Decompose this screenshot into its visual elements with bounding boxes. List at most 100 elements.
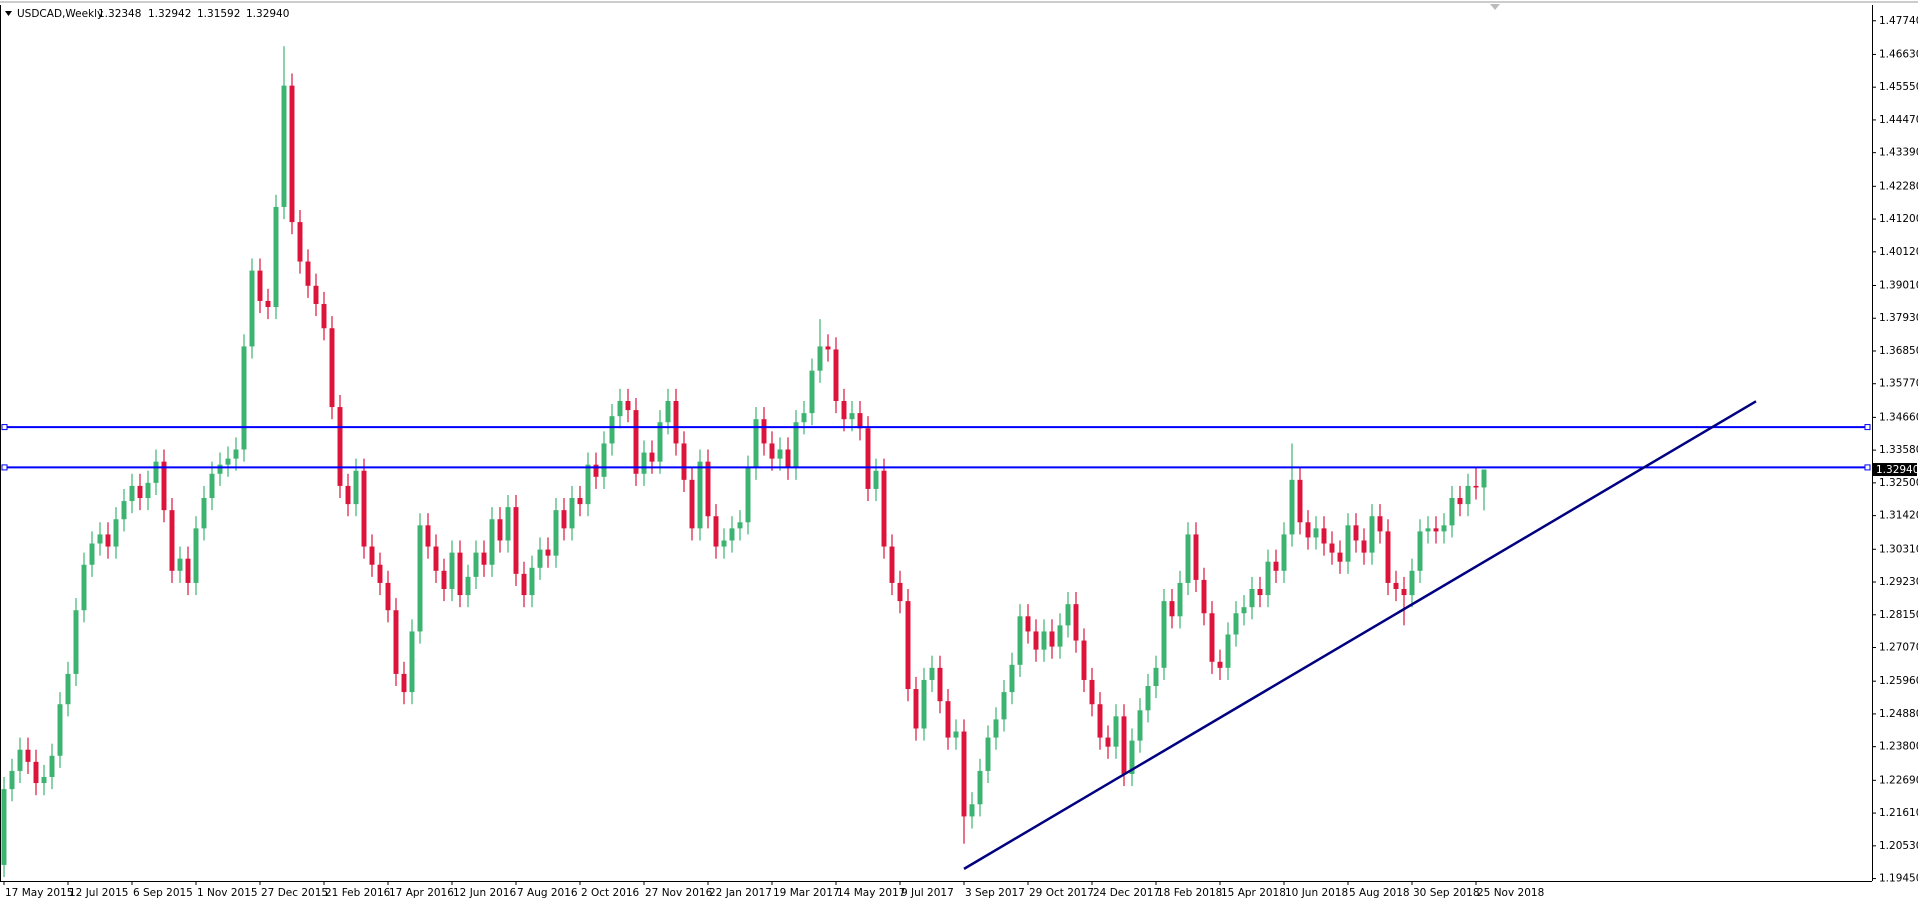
candle-body xyxy=(33,761,39,784)
candle-body xyxy=(665,401,671,423)
candle-body xyxy=(673,401,679,444)
candle-body xyxy=(73,610,79,674)
candle-body xyxy=(1305,522,1311,538)
candle-body xyxy=(1209,613,1215,662)
x-tick-label: 6 Sep 2015 xyxy=(133,887,193,899)
candle-body xyxy=(737,522,743,529)
candle-body xyxy=(233,449,239,459)
candle-body xyxy=(1073,604,1079,641)
x-tick-label: 17 May 2015 xyxy=(5,887,73,899)
candle-body xyxy=(825,346,831,350)
candle-body xyxy=(281,85,287,207)
candle-body xyxy=(1393,582,1399,589)
candle-body xyxy=(1169,601,1175,617)
candle-body xyxy=(345,485,351,505)
candle-body xyxy=(585,464,591,505)
candle-body xyxy=(1121,716,1127,774)
candle-body xyxy=(993,719,999,738)
candle-body xyxy=(433,546,439,571)
x-tick-label: 7 Aug 2016 xyxy=(517,887,578,899)
y-tick-label: 1.39010 xyxy=(1879,279,1918,291)
candle-body xyxy=(753,419,759,468)
candle-body xyxy=(89,543,95,565)
candle-body xyxy=(441,570,447,589)
candle-body xyxy=(209,473,215,499)
trendline xyxy=(963,400,1757,870)
candle-body xyxy=(929,667,935,680)
x-tick-label: 27 Nov 2016 xyxy=(645,887,713,899)
y-tick-label: 1.42280 xyxy=(1879,180,1918,192)
shift-marker xyxy=(1490,4,1500,10)
candle-body xyxy=(1105,737,1111,747)
x-tick-label: 2 Oct 2016 xyxy=(581,887,640,899)
x-tick-label: 17 Apr 2016 xyxy=(389,887,454,899)
candle-body xyxy=(49,755,55,777)
candle-body xyxy=(289,85,295,223)
candle-body xyxy=(537,549,543,568)
candle-body xyxy=(1025,616,1031,632)
candle-body xyxy=(1249,589,1255,608)
candle-body xyxy=(761,419,767,444)
candle-body xyxy=(945,701,951,738)
candle-body xyxy=(249,270,255,347)
candle-body xyxy=(601,443,607,477)
candle-body xyxy=(961,731,967,817)
candle-body xyxy=(809,370,815,414)
price-tag-label: 1.32940 xyxy=(1876,464,1918,476)
candle-body xyxy=(529,567,535,596)
candle-body xyxy=(593,464,599,477)
candle-body xyxy=(1057,625,1063,647)
candle-body xyxy=(569,498,575,529)
header-high: 1.32942 xyxy=(148,8,191,20)
candle-body xyxy=(241,346,247,450)
y-tick-label: 1.45550 xyxy=(1879,81,1918,93)
candle-body xyxy=(1361,540,1367,553)
candle-body xyxy=(505,507,511,541)
candle-body xyxy=(793,422,799,468)
candle-body xyxy=(1129,740,1135,774)
candle-body xyxy=(777,449,783,459)
x-tick-label: 12 Jul 2015 xyxy=(69,887,128,899)
candle-body xyxy=(697,461,703,529)
candle-body xyxy=(361,470,367,547)
candle-body xyxy=(1241,607,1247,614)
candle-body xyxy=(1425,528,1431,532)
candle-body xyxy=(465,576,471,596)
candle-body xyxy=(321,303,327,329)
candle-body xyxy=(65,673,71,705)
menu-triangle[interactable] xyxy=(5,11,12,16)
candle-body xyxy=(57,704,63,756)
x-tick-label: 1 Nov 2015 xyxy=(197,887,258,899)
y-tick-label: 1.29230 xyxy=(1879,576,1918,588)
candle-body xyxy=(1257,589,1263,596)
candle-body xyxy=(1281,534,1287,571)
x-tick-label: 22 Jan 2017 xyxy=(709,887,772,899)
candle-body xyxy=(185,558,191,583)
candle-body xyxy=(1009,664,1015,693)
candle-body xyxy=(1433,528,1439,532)
candle-body xyxy=(1201,579,1207,614)
candle-body xyxy=(473,552,479,577)
candle-body xyxy=(785,449,791,468)
candle-body xyxy=(1273,561,1279,571)
x-tick-label: 3 Sep 2017 xyxy=(965,887,1025,899)
candle-body xyxy=(713,516,719,547)
candle-body xyxy=(1193,534,1199,580)
candle-body xyxy=(97,534,103,544)
candle-body xyxy=(1417,531,1423,571)
candle-body xyxy=(193,528,199,583)
x-tick-label: 18 Feb 2018 xyxy=(1157,887,1222,899)
candle-body xyxy=(1041,631,1047,650)
candle-body xyxy=(1377,516,1383,532)
candle-body xyxy=(353,470,359,505)
x-tick-label: 9 Jul 2017 xyxy=(901,887,954,899)
candle-body xyxy=(385,582,391,611)
x-tick-label: 15 Apr 2018 xyxy=(1221,887,1286,899)
candle-body xyxy=(1161,601,1167,668)
candle-body xyxy=(377,564,383,583)
x-tick-label: 12 Jun 2016 xyxy=(453,887,516,899)
candle-body xyxy=(889,546,895,583)
y-tick-label: 1.33580 xyxy=(1879,444,1918,456)
candle-body xyxy=(921,679,927,729)
y-tick-label: 1.46630 xyxy=(1879,48,1918,60)
